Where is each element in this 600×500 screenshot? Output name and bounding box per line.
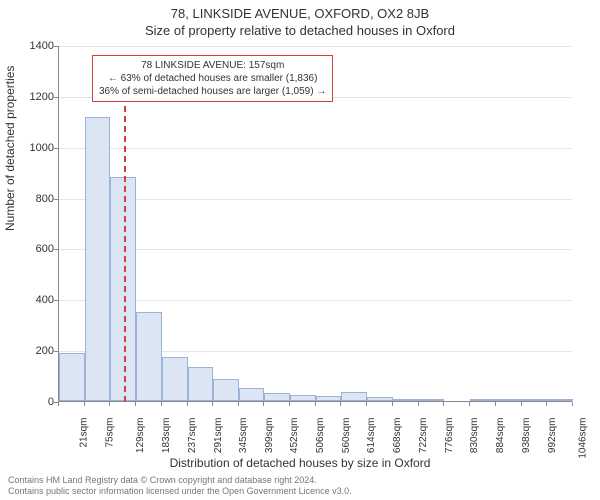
xtick-mark (289, 402, 290, 406)
xtick-label: 345sqm (238, 418, 249, 454)
histogram-bar (419, 399, 445, 401)
histogram-bar (341, 392, 367, 401)
footnote-line-1: Contains HM Land Registry data © Crown c… (8, 475, 352, 486)
xtick-mark (572, 402, 573, 406)
xtick-mark (187, 402, 188, 406)
xtick-mark (135, 402, 136, 406)
xtick-label: 291sqm (213, 418, 224, 454)
xtick-label: 237sqm (187, 418, 198, 454)
xtick-mark (58, 402, 59, 406)
xtick-mark (340, 402, 341, 406)
ytick-label: 800 (14, 193, 54, 205)
annotation-line-2: ← 63% of detached houses are smaller (1,… (99, 72, 326, 85)
histogram-bar (188, 367, 214, 401)
xtick-label: 560sqm (341, 418, 352, 454)
xtick-label: 21sqm (79, 418, 90, 448)
xtick-label: 452sqm (289, 418, 300, 454)
histogram-bar (59, 353, 85, 401)
histogram-bar (316, 396, 342, 401)
histogram-bar (496, 399, 522, 401)
ytick-label: 600 (14, 243, 54, 255)
ytick-label: 400 (14, 294, 54, 306)
gridline (59, 148, 572, 149)
xtick-mark (495, 402, 496, 406)
ytick-label: 1200 (14, 91, 54, 103)
histogram-bar (290, 395, 316, 401)
xtick-mark (392, 402, 393, 406)
xtick-mark (315, 402, 316, 406)
xtick-label: 1046sqm (578, 418, 589, 459)
histogram-bar (239, 388, 264, 401)
xtick-mark (263, 402, 264, 406)
histogram-bar (162, 357, 188, 402)
xtick-mark (521, 402, 522, 406)
annotation-line-1: 78 LINKSIDE AVENUE: 157sqm (99, 59, 326, 72)
footnote-line-2: Contains public sector information licen… (8, 486, 352, 497)
histogram-bar (522, 399, 548, 401)
chart-subtitle: Size of property relative to detached ho… (0, 21, 600, 38)
histogram-bar (85, 117, 111, 401)
xtick-label: 506sqm (315, 418, 326, 454)
marker-line (124, 96, 126, 402)
histogram-bar (136, 312, 162, 401)
xtick-mark (469, 402, 470, 406)
histogram-bar (367, 397, 393, 401)
ytick-label: 0 (14, 396, 54, 408)
histogram-bar (547, 399, 573, 401)
histogram-bar (213, 379, 239, 401)
histogram-bar (264, 393, 290, 401)
gridline (59, 46, 572, 47)
footnote: Contains HM Land Registry data © Crown c… (8, 475, 352, 497)
ytick-label: 1000 (14, 142, 54, 154)
xtick-label: 722sqm (418, 418, 429, 454)
histogram-bar (470, 399, 496, 401)
xtick-label: 614sqm (367, 418, 378, 454)
xtick-label: 668sqm (392, 418, 403, 454)
xtick-mark (418, 402, 419, 406)
annotation-line-3: 36% of semi-detached houses are larger (… (99, 85, 326, 98)
xtick-mark (109, 402, 110, 406)
xtick-mark (238, 402, 239, 406)
xtick-mark (84, 402, 85, 406)
annotation-box: 78 LINKSIDE AVENUE: 157sqm ← 63% of deta… (92, 55, 333, 102)
xtick-label: 992sqm (547, 418, 558, 454)
xtick-mark (546, 402, 547, 406)
ytick-label: 200 (14, 345, 54, 357)
xtick-label: 776sqm (444, 418, 455, 454)
xtick-label: 129sqm (136, 418, 147, 454)
ytick-label: 1400 (14, 40, 54, 52)
page-title: 78, LINKSIDE AVENUE, OXFORD, OX2 8JB (0, 0, 600, 21)
xtick-mark (443, 402, 444, 406)
xtick-label: 884sqm (495, 418, 506, 454)
xtick-mark (366, 402, 367, 406)
xtick-label: 183sqm (161, 418, 172, 454)
xtick-label: 830sqm (469, 418, 480, 454)
x-axis-label: Distribution of detached houses by size … (0, 456, 600, 470)
xtick-mark (161, 402, 162, 406)
histogram-bar (393, 399, 419, 401)
xtick-label: 75sqm (104, 418, 115, 448)
xtick-label: 399sqm (264, 418, 275, 454)
xtick-mark (212, 402, 213, 406)
xtick-label: 938sqm (521, 418, 532, 454)
